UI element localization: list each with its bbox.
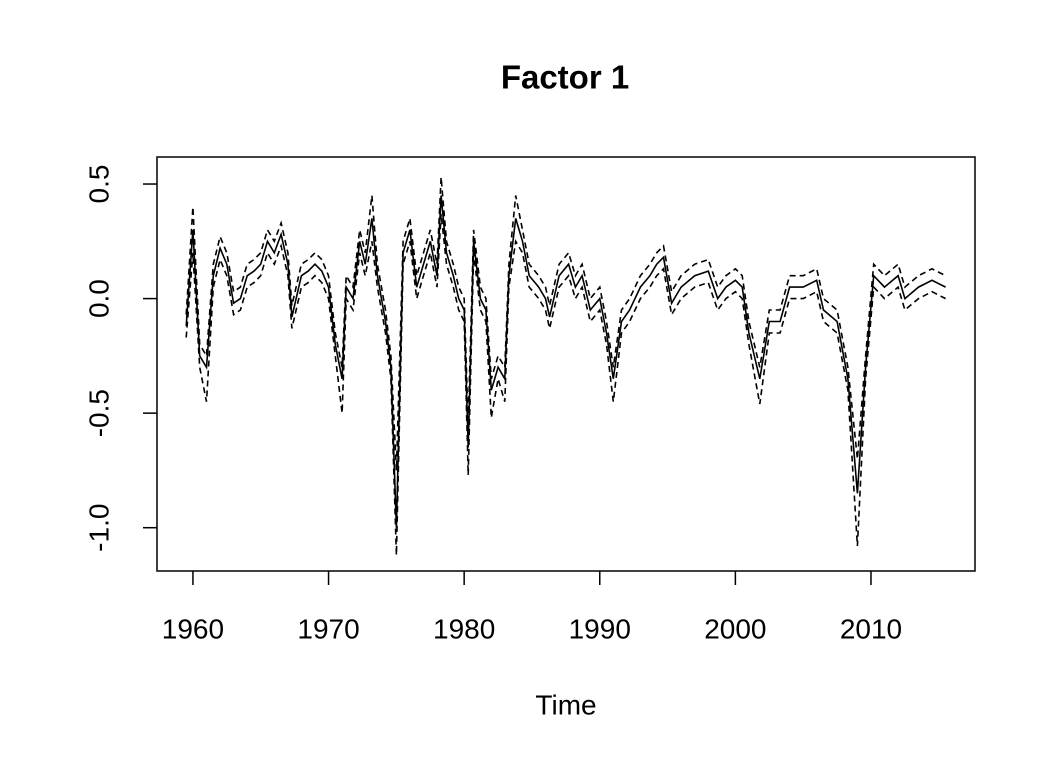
- x-tick-label: 1970: [297, 613, 359, 644]
- x-tick-label: 1980: [433, 613, 495, 644]
- y-tick-label: -1.0: [83, 504, 114, 552]
- plot-frame: [156, 156, 976, 572]
- x-tick-label: 1990: [569, 613, 631, 644]
- x-tick-label: 1960: [162, 613, 224, 644]
- x-axis-label: Time: [535, 689, 596, 720]
- y-tick-label: 0.0: [83, 279, 114, 318]
- y-tick-label: 0.5: [83, 165, 114, 204]
- x-tick-label: 2010: [840, 613, 902, 644]
- chart-title: Factor 1: [501, 59, 629, 96]
- x-tick-label: 2000: [704, 613, 766, 644]
- line: [185, 195, 946, 528]
- dashed-line: [185, 213, 946, 556]
- y-tick-label: -0.5: [83, 389, 114, 437]
- dashed-line: [185, 177, 946, 471]
